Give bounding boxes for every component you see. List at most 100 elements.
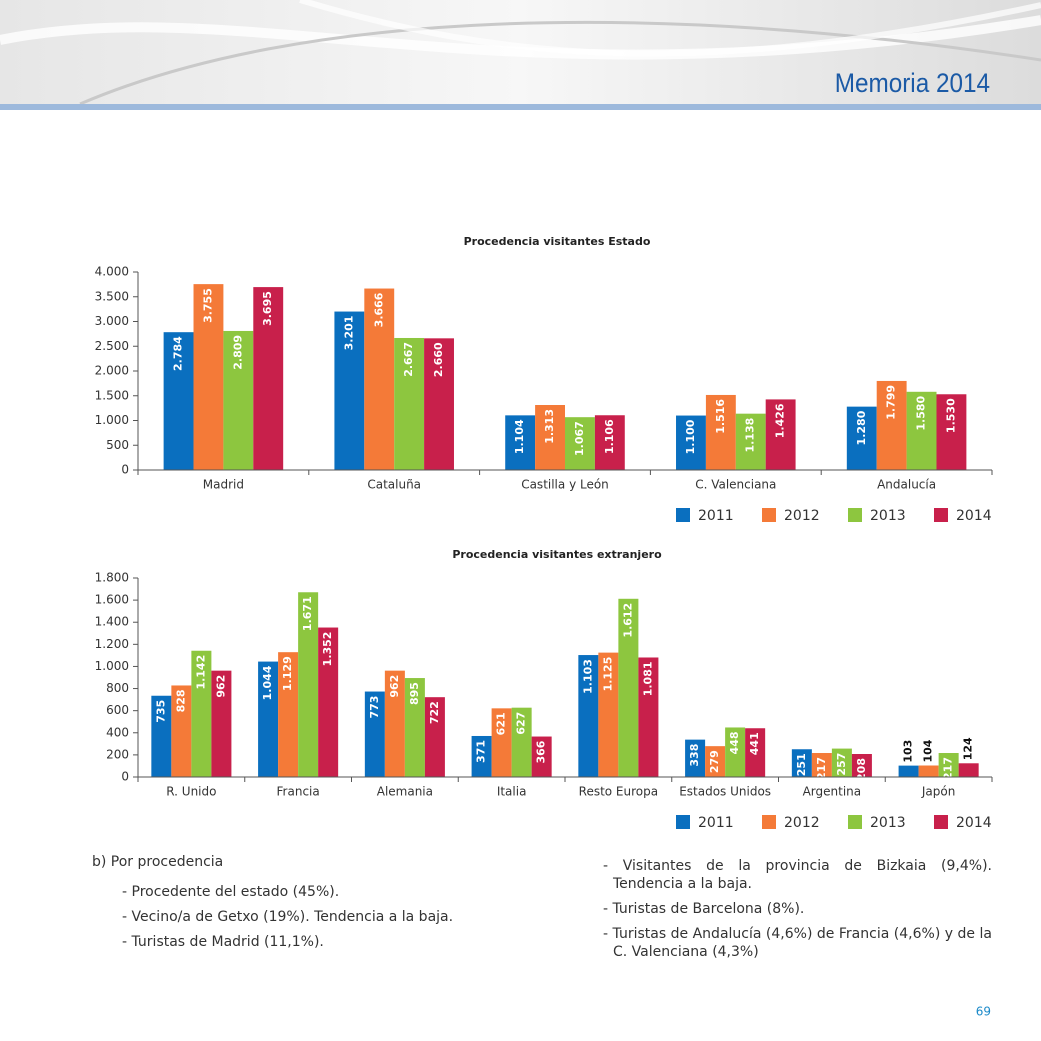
legend-swatch	[762, 508, 776, 522]
legend-label: 2013	[870, 508, 906, 524]
data-label: 1.129	[281, 656, 294, 691]
data-label: 251	[795, 753, 808, 776]
legend-swatch	[934, 508, 948, 522]
data-label: 338	[688, 744, 701, 767]
data-label: 1.799	[885, 385, 898, 420]
legend-label: 2013	[870, 815, 906, 831]
bar	[318, 627, 339, 777]
data-label: 3.695	[261, 291, 274, 326]
bar	[918, 765, 939, 777]
bar	[938, 753, 959, 777]
y-tick-label: 1.500	[95, 388, 129, 402]
data-label: 627	[515, 712, 528, 735]
y-tick-label: 600	[106, 703, 129, 717]
bar	[598, 652, 619, 777]
bar	[253, 287, 284, 470]
x-tick-label: R. Unido	[166, 785, 216, 799]
data-label: 1.580	[915, 395, 928, 430]
bar	[171, 685, 192, 777]
legend-swatch	[848, 815, 862, 829]
data-label: 3.201	[342, 316, 355, 351]
data-label: 962	[388, 675, 401, 698]
bar	[364, 691, 385, 777]
x-tick-label: Madrid	[203, 478, 244, 492]
data-label: 621	[495, 712, 508, 735]
data-label: 1.313	[543, 409, 556, 444]
legend-label: 2014	[956, 508, 992, 524]
data-label: 962	[214, 675, 227, 698]
data-label: 1.106	[603, 419, 616, 454]
x-tick-label: Estados Unidos	[679, 785, 771, 799]
y-tick-label: 3.000	[95, 314, 129, 328]
y-tick-label: 500	[106, 438, 129, 452]
data-label: 257	[835, 753, 848, 776]
bar	[578, 655, 599, 777]
data-label: 1.103	[581, 659, 594, 694]
legend-swatch	[848, 508, 862, 522]
y-tick-label: 1.600	[95, 593, 129, 607]
data-label: 1.067	[573, 421, 586, 456]
legend-label: 2012	[784, 815, 820, 831]
bar	[191, 650, 212, 777]
data-label: 441	[748, 732, 761, 755]
bar	[404, 678, 425, 777]
bar	[705, 394, 736, 470]
chart-title: Procedencia visitantes Estado	[464, 235, 651, 248]
legend-swatch	[676, 815, 690, 829]
bar	[705, 746, 726, 777]
bar	[531, 736, 552, 777]
bar	[876, 380, 907, 470]
list-item: - Turistas de Andalucía (4,6%) de Franci…	[603, 926, 992, 960]
list-item: - Turistas de Barcelona (8%).	[603, 901, 805, 917]
header-swirl	[0, 15, 1041, 60]
list-item: - Turistas de Madrid (11,1%).	[122, 934, 324, 950]
bar	[565, 417, 595, 470]
data-label: 1.081	[641, 661, 654, 696]
data-label: 773	[368, 696, 381, 719]
bar	[638, 657, 659, 777]
data-label: 1.280	[855, 410, 868, 445]
bar	[278, 652, 299, 777]
data-label: 217	[942, 757, 955, 780]
x-tick-label: Japón	[921, 785, 955, 799]
x-tick-label: Alemania	[377, 785, 433, 799]
data-label: 1.426	[774, 403, 787, 438]
bar	[725, 727, 746, 777]
data-label: 1.138	[744, 418, 757, 453]
data-label: 1.516	[714, 399, 727, 434]
bar	[906, 391, 937, 470]
data-label: 1.044	[261, 665, 274, 700]
x-tick-label: Resto Europa	[579, 785, 658, 799]
y-tick-label: 1.400	[95, 615, 129, 629]
bar	[223, 330, 254, 470]
data-label: 2.784	[172, 336, 185, 371]
bar	[491, 708, 512, 777]
y-tick-label: 0	[121, 463, 129, 477]
legend-label: 2014	[956, 815, 992, 831]
y-tick-label: 2.500	[95, 339, 129, 353]
data-label: 828	[174, 689, 187, 712]
bar	[535, 405, 565, 470]
bar	[735, 413, 766, 470]
bar	[685, 739, 706, 777]
heading: b) Por procedencia	[92, 854, 224, 870]
bar	[471, 735, 492, 777]
bar	[958, 763, 979, 777]
y-tick-label: 3.500	[95, 289, 129, 303]
data-label: 371	[475, 740, 488, 763]
x-tick-label: Castilla y León	[521, 478, 609, 492]
data-label: 104	[922, 739, 935, 762]
bar	[424, 338, 454, 470]
data-label: 2.660	[432, 342, 445, 377]
header-title: Memoria 2014	[835, 69, 990, 98]
data-label: 895	[408, 682, 421, 705]
bar	[765, 399, 796, 470]
x-tick-label: Andalucía	[877, 478, 936, 492]
data-label: 217	[815, 757, 828, 780]
bar	[258, 661, 279, 777]
y-tick-label: 400	[106, 725, 129, 739]
bar	[811, 753, 832, 777]
data-label: 1.612	[621, 603, 634, 638]
list-item: - Visitantes de la provincia de Bizkaia …	[603, 858, 992, 892]
